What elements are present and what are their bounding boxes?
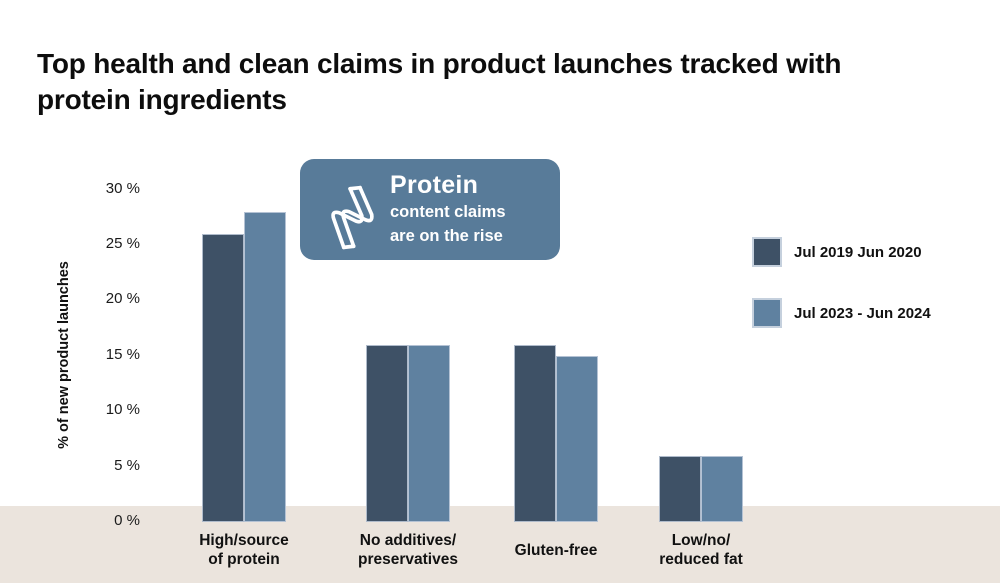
y-tick-30: 30 % [105, 179, 140, 197]
bar-high-source-of-protein-jul-2023-jun-2024 [244, 211, 286, 522]
y-tick-25: 25 % [105, 235, 140, 252]
footer-band [0, 506, 1000, 583]
y-tick-20: 20 % [105, 290, 140, 308]
y-tick-15: 15 % [105, 345, 140, 363]
callout-box: Protein content claims are on the rise [300, 159, 560, 260]
x-label-no-additives-preservatives: No additives/ preservatives [358, 532, 458, 568]
bar-no-additives-preservatives-jul-2019-jun-2020 [366, 344, 408, 522]
legend-row-jul-2023-jun-2024: Jul 2023 - Jun 2024 [752, 298, 931, 328]
legend-label-jul-2023-jun-2024: Jul 2023 - Jun 2024 [794, 304, 931, 322]
bar-low-no-reduced-fat-jul-2023-jun-2024 [701, 455, 743, 522]
callout-text: Protein content claims are on the rise [390, 170, 506, 248]
x-label-low-no-reduced-fat: Low/no/ reduced fat [659, 532, 743, 568]
callout-line-1: content claims [390, 203, 506, 221]
legend: Jul 2019 Jun 2020 Jul 2023 - Jun 2024 [752, 237, 931, 359]
y-tick-10: 10 % [105, 401, 140, 419]
x-label-high-source-of-protein: High/source of protein [199, 532, 289, 568]
callout-line-2: are on the rise [390, 227, 503, 245]
bar-low-no-reduced-fat-jul-2019-jun-2020 [659, 455, 701, 522]
bar-no-additives-preservatives-jul-2023-jun-2024 [408, 344, 450, 522]
protein-ribbon-icon [331, 185, 374, 250]
y-tick-5: 5 % [114, 456, 140, 474]
legend-label-jul-2019-jun-2020: Jul 2019 Jun 2020 [794, 243, 922, 261]
y-axis-title: % of new product launches [56, 261, 72, 449]
legend-swatch-jul-2019-jun-2020 [752, 237, 782, 267]
bar-gluten-free-jul-2023-jun-2024 [556, 355, 598, 522]
callout-heading: Protein [390, 171, 479, 199]
bar-high-source-of-protein-jul-2019-jun-2020 [202, 233, 244, 522]
legend-row-jul-2019-jun-2020: Jul 2019 Jun 2020 [752, 237, 931, 267]
x-label-gluten-free: Gluten-free [514, 541, 598, 559]
y-tick-0: 0 % [114, 512, 140, 529]
page-title: Top health and clean claims in product l… [37, 47, 842, 116]
legend-swatch-jul-2023-jun-2024 [752, 298, 782, 328]
bar-gluten-free-jul-2019-jun-2020 [514, 344, 556, 522]
